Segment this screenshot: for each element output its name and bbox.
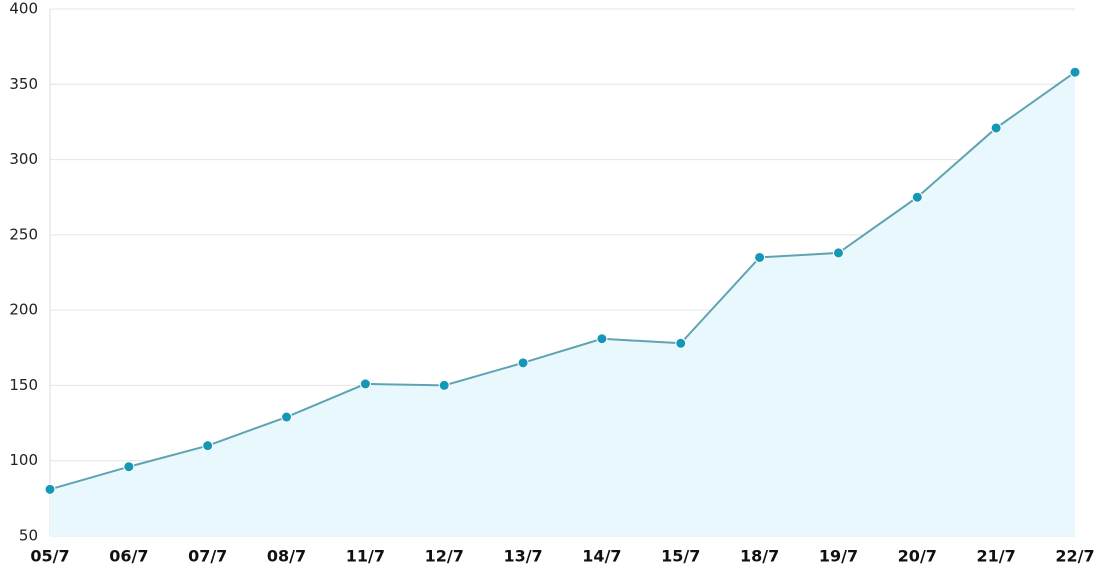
point bbox=[596, 333, 608, 345]
x-tick-label: 20/7 bbox=[898, 547, 937, 566]
point bbox=[754, 251, 766, 263]
y-tick-label: 350 bbox=[9, 75, 38, 93]
line bbox=[49, 71, 1076, 491]
y-tick-label: 200 bbox=[9, 301, 38, 319]
point bbox=[359, 378, 371, 390]
x-tick-label: 07/7 bbox=[188, 547, 227, 566]
point bbox=[911, 191, 923, 203]
point bbox=[44, 483, 56, 495]
y-tick-label: 300 bbox=[9, 150, 38, 168]
x-tick-label: 22/7 bbox=[1055, 547, 1094, 566]
point bbox=[281, 411, 293, 423]
x-tick-label: 05/7 bbox=[30, 547, 69, 566]
area bbox=[50, 72, 1075, 537]
point bbox=[517, 357, 529, 369]
x-tick-label: 15/7 bbox=[661, 547, 700, 566]
point bbox=[438, 379, 450, 391]
point bbox=[1069, 66, 1081, 78]
x-tick-label: 13/7 bbox=[503, 547, 542, 566]
x-tick-label: 06/7 bbox=[109, 547, 148, 566]
point bbox=[990, 122, 1002, 134]
x-tick-label: 18/7 bbox=[740, 547, 779, 566]
y-tick-label: 150 bbox=[9, 376, 38, 394]
point bbox=[832, 247, 844, 259]
y-tick-label: 250 bbox=[9, 225, 38, 243]
y-tick-label: 400 bbox=[9, 0, 38, 18]
y-tick-label: 50 bbox=[19, 527, 38, 545]
point bbox=[202, 440, 214, 452]
x-tick-label: 11/7 bbox=[346, 547, 385, 566]
x-tick-label: 19/7 bbox=[819, 547, 858, 566]
point bbox=[675, 337, 687, 349]
point bbox=[123, 461, 135, 473]
x-tick-label: 21/7 bbox=[977, 547, 1016, 566]
x-tick-label: 08/7 bbox=[267, 547, 306, 566]
x-tick-label: 14/7 bbox=[582, 547, 621, 566]
y-tick-label: 100 bbox=[9, 451, 38, 469]
x-tick-label: 12/7 bbox=[425, 547, 464, 566]
